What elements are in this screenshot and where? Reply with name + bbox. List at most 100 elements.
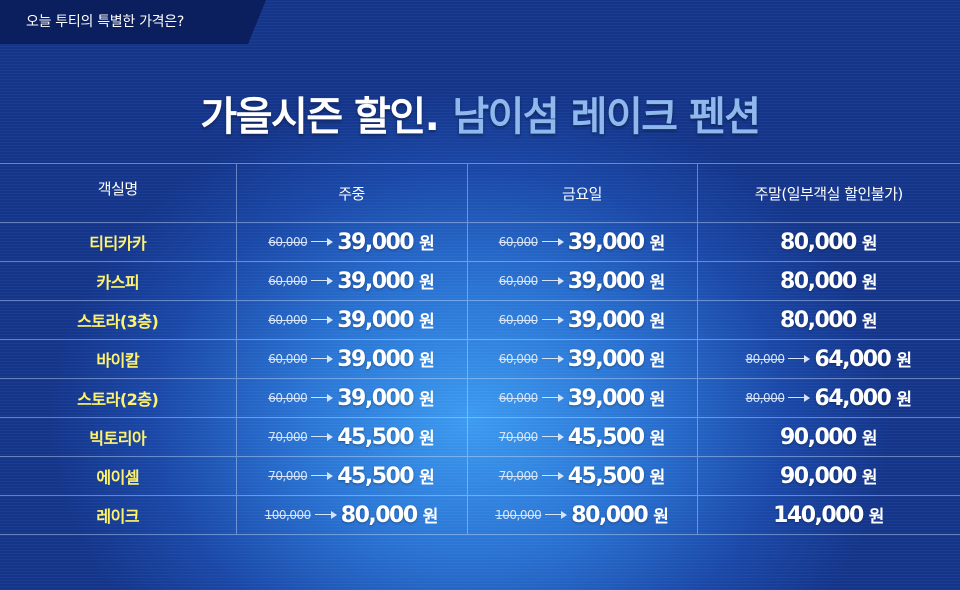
- headline-pension-name: 남이섬 레이크 펜션: [452, 94, 761, 140]
- headline-sale-text: 가을시즌 할인.: [200, 94, 439, 140]
- room-name: 에이셀: [96, 468, 140, 487]
- price-cell-weekend: 90,000 원: [696, 456, 960, 496]
- discount-price: 39,000: [337, 386, 414, 411]
- discount-price: 64,000: [814, 347, 891, 372]
- arrow-right-icon: [788, 354, 811, 364]
- currency-unit: 원: [861, 234, 878, 254]
- table-row: 에이셀 70,000 45,500 원 70,000 45,500 원 90,000 원: [0, 456, 960, 496]
- price-cell-weekend: 140,000 원: [696, 495, 960, 535]
- discount-price: 80,000: [779, 230, 857, 255]
- price-line: 60,000 39,000 원: [499, 268, 666, 294]
- arrow-right-icon: [311, 471, 334, 481]
- discount-price: 90,000: [779, 425, 857, 450]
- price-line: 80,000 64,000 원: [745, 346, 912, 372]
- discount-price: 45,500: [337, 425, 414, 450]
- price-table: 객실명 주중 금요일 주말(일부객실 할인불가) 티티카카 60,000 39,00…: [0, 163, 960, 535]
- currency-unit: 원: [861, 468, 878, 488]
- original-price: 60,000: [498, 274, 539, 288]
- arrow-right-icon: [541, 393, 564, 403]
- arrow-right-icon: [311, 393, 334, 403]
- room-name: 스토라(3층): [77, 312, 159, 331]
- price-line: 140,000 원: [773, 502, 884, 528]
- price-cell-friday: 70,000 45,500 원: [466, 456, 697, 496]
- original-price: 100,000: [495, 508, 542, 522]
- original-price: 60,000: [498, 235, 539, 249]
- arrow-right-icon: [314, 510, 337, 520]
- currency-unit: 원: [419, 351, 435, 371]
- currency-unit: 원: [419, 429, 435, 449]
- arrow-right-icon: [311, 237, 334, 247]
- currency-unit: 원: [861, 429, 878, 449]
- original-price: 60,000: [268, 391, 308, 405]
- discount-price: 80,000: [340, 503, 418, 528]
- price-cell-friday: 100,000 80,000 원: [466, 495, 697, 535]
- currency-unit: 원: [649, 468, 666, 488]
- price-line: 60,000 39,000 원: [268, 268, 435, 294]
- price-cell-weekday: 100,000 80,000 원: [235, 495, 467, 535]
- arrow-right-icon: [311, 354, 334, 364]
- discount-price: 39,000: [337, 269, 414, 294]
- price-cell-weekend: 80,000 64,000 원: [696, 339, 960, 379]
- currency-unit: 원: [649, 390, 666, 410]
- discount-price: 39,000: [337, 230, 414, 255]
- currency-unit: 원: [649, 234, 666, 254]
- price-line: 60,000 39,000 원: [499, 229, 666, 255]
- discount-price: 45,500: [337, 464, 414, 489]
- table-header-row: 객실명 주중 금요일 주말(일부객실 할인불가): [0, 163, 960, 223]
- original-price: 60,000: [268, 313, 308, 327]
- original-price: 80,000: [745, 391, 785, 405]
- currency-unit: 원: [861, 273, 878, 293]
- price-cell-weekend: 80,000 64,000 원: [696, 378, 960, 418]
- price-cell-weekend: 90,000 원: [696, 417, 960, 457]
- original-price: 80,000: [745, 352, 785, 366]
- price-line: 60,000 39,000 원: [499, 385, 666, 411]
- discount-price: 39,000: [567, 386, 645, 411]
- discount-price: 80,000: [779, 269, 857, 294]
- discount-price: 45,500: [567, 425, 645, 450]
- table-row: 바이칼 60,000 39,000 원 60,000 39,000 원 80,000 64,00…: [0, 339, 960, 379]
- arrow-right-icon: [541, 432, 564, 442]
- price-line: 60,000 39,000 원: [268, 385, 435, 411]
- currency-unit: 원: [419, 390, 435, 410]
- original-price: 60,000: [498, 391, 539, 405]
- price-cell-friday: 60,000 39,000 원: [466, 300, 697, 340]
- currency-unit: 원: [649, 312, 666, 332]
- discount-price: 80,000: [779, 308, 857, 333]
- promo-tab: [0, 0, 266, 44]
- arrow-right-icon: [788, 393, 811, 403]
- discount-price: 80,000: [571, 503, 648, 528]
- table-row: 스토라(2층) 60,000 39,000 원 60,000 39,000 원 80,000 6…: [0, 378, 960, 418]
- price-line: 60,000 39,000 원: [268, 346, 435, 372]
- original-price: 70,000: [268, 469, 308, 483]
- price-line: 70,000 45,500 원: [499, 463, 666, 489]
- original-price: 60,000: [268, 274, 308, 288]
- price-cell-weekday: 60,000 39,000 원: [235, 261, 467, 301]
- original-price: 60,000: [268, 352, 308, 366]
- currency-unit: 원: [419, 468, 435, 488]
- price-line: 60,000 39,000 원: [499, 307, 666, 333]
- price-cell-weekend: 80,000 원: [696, 222, 960, 262]
- original-price: 60,000: [498, 352, 539, 366]
- price-cell-friday: 70,000 45,500 원: [466, 417, 697, 457]
- table-row: 레이크 100,000 80,000 원 100,000 80,000 원 140,000 원: [0, 495, 960, 535]
- room-name: 카스피: [96, 273, 140, 292]
- promo-tab-text: 오늘 투티의 특별한 가격은?: [26, 14, 184, 30]
- table-row: 티티카카 60,000 39,000 원 60,000 39,000 원 80,000 원: [0, 222, 960, 262]
- price-line: 60,000 39,000 원: [268, 307, 435, 333]
- price-line: 60,000 39,000 원: [268, 229, 435, 255]
- discount-price: 39,000: [337, 308, 414, 333]
- currency-unit: 원: [419, 234, 435, 254]
- arrow-right-icon: [541, 276, 564, 286]
- discount-price: 90,000: [779, 464, 857, 489]
- discount-price: 39,000: [337, 347, 414, 372]
- currency-unit: 원: [422, 507, 439, 527]
- currency-unit: 원: [861, 312, 878, 332]
- price-line: 70,000 45,500 원: [268, 424, 435, 450]
- room-name: 레이크: [96, 507, 140, 526]
- discount-price: 45,500: [567, 464, 645, 489]
- price-cell-friday: 60,000 39,000 원: [466, 261, 697, 301]
- discount-price: 39,000: [567, 269, 645, 294]
- table-row: 스토라(3층) 60,000 39,000 원 60,000 39,000 원 80,000 원: [0, 300, 960, 340]
- discount-price: 39,000: [567, 230, 645, 255]
- price-line: 70,000 45,500 원: [268, 463, 435, 489]
